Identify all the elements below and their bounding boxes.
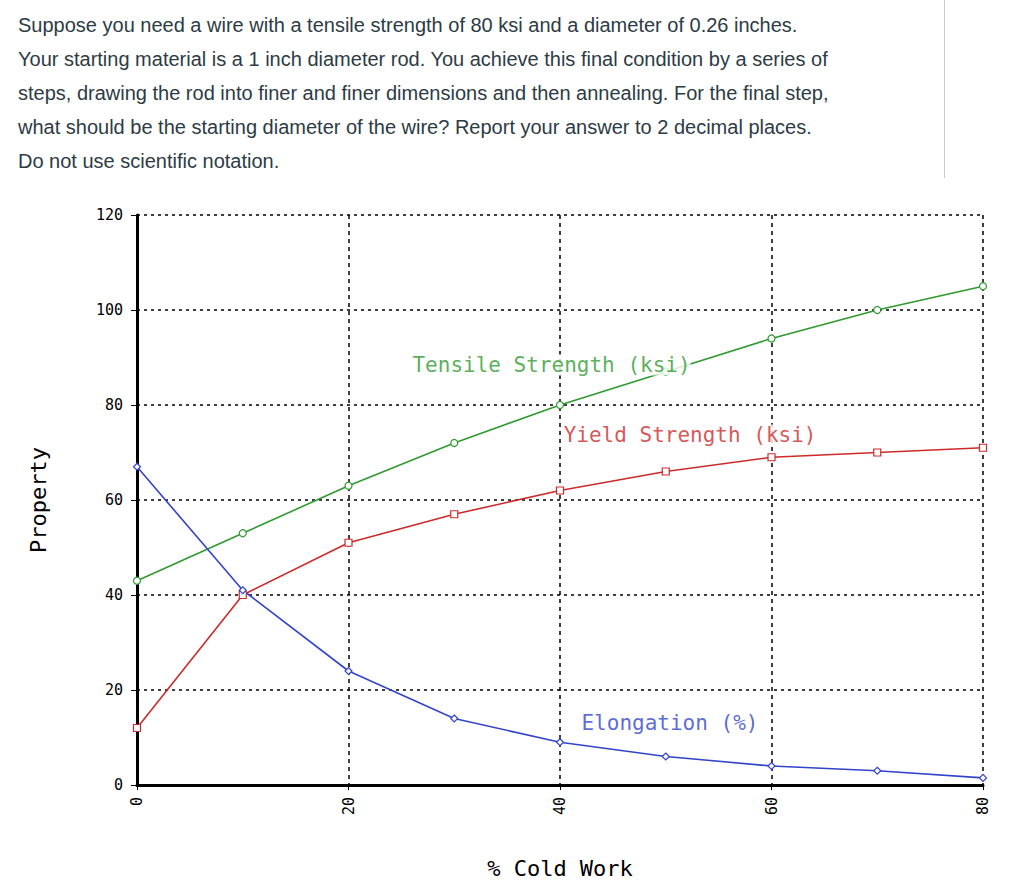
svg-text:60: 60: [105, 491, 123, 509]
html-text:Do not use scientific notation: Do not use scientific notation.: [18, 150, 280, 172]
svg-text:Property: Property: [26, 447, 51, 553]
html-text:Your starting material is a 1: Your starting material is a 1 inch diame…: [18, 48, 828, 70]
svg-text:Tensile Strength (ksi): Tensile Strength (ksi): [412, 353, 690, 377]
svg-text:Yield Strength (ksi): Yield Strength (ksi): [564, 423, 817, 447]
svg-text:20: 20: [340, 797, 358, 815]
svg-text:0: 0: [114, 776, 123, 794]
svg-text:120: 120: [96, 206, 123, 224]
svg-text:100: 100: [96, 301, 123, 319]
svg-text:40: 40: [551, 797, 569, 815]
html-text:Suppose you need a wire with a: Suppose you need a wire with a tensile s…: [18, 14, 798, 36]
svg-text:80: 80: [105, 396, 123, 414]
html-text:steps, drawing the rod into fi: steps, drawing the rod into finer and fi…: [18, 82, 829, 104]
svg-text:0: 0: [128, 797, 146, 806]
svg-text:80: 80: [974, 797, 992, 815]
svg-text:Elongation (%): Elongation (%): [581, 711, 758, 735]
html-text:what should be the starting di: what should be the starting diameter of …: [18, 116, 812, 138]
svg-text:% Cold Work: % Cold Work: [487, 856, 633, 881]
svg-text:20: 20: [105, 681, 123, 699]
svg-text:60: 60: [763, 797, 781, 815]
svg-text:40: 40: [105, 586, 123, 604]
